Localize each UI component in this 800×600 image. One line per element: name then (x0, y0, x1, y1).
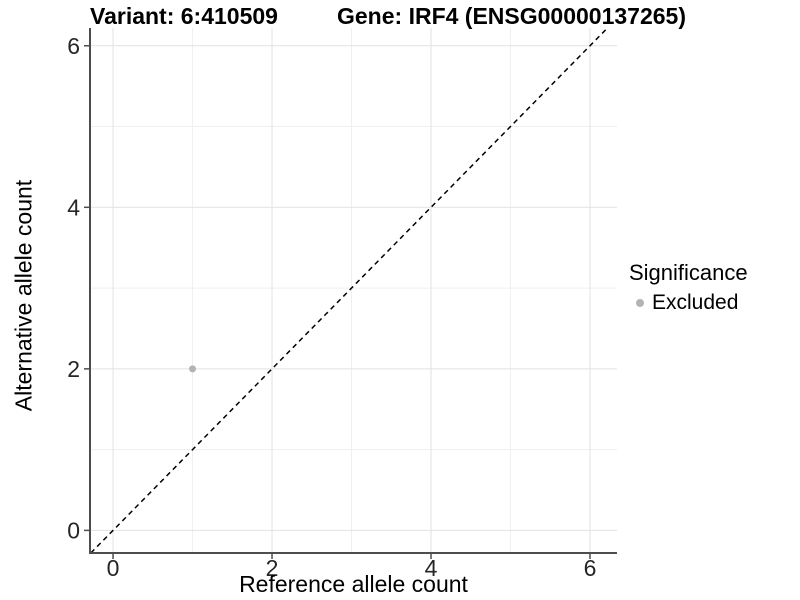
legend: Significance Excluded (629, 260, 748, 315)
x-tick-label: 2 (266, 555, 279, 581)
legend-title: Significance (629, 260, 748, 285)
y-axis-title: Alternative allele count (10, 179, 37, 412)
plot-title-gene: Gene: IRF4 (ENSG00000137265) (337, 3, 687, 29)
legend-item: Excluded (636, 291, 748, 315)
y-tick-label: 2 (67, 356, 80, 382)
y-tick-label: 0 (67, 517, 80, 543)
legend-point-icon (636, 299, 644, 307)
legend-item-label: Excluded (652, 291, 739, 314)
x-tick-label: 4 (425, 555, 438, 581)
x-axis-title: Reference allele count (239, 571, 468, 597)
x-tick-label: 0 (107, 555, 120, 581)
x-tick-label: 6 (584, 555, 597, 581)
y-tick-label: 4 (67, 194, 80, 220)
plot-title-variant: Variant: 6:410509 (90, 3, 278, 29)
identity-dashed-line (90, 27, 608, 554)
y-tick-label: 6 (67, 33, 80, 59)
legend-items: Excluded (629, 291, 748, 315)
data-point (189, 365, 197, 373)
